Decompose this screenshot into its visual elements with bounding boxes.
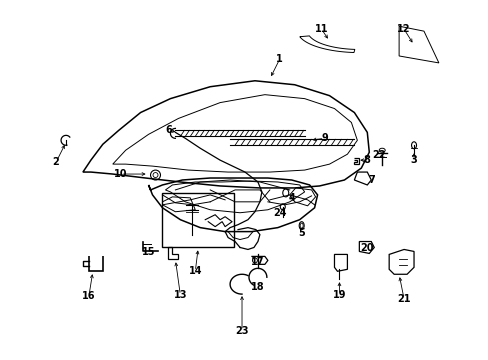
Text: 11: 11	[314, 24, 327, 34]
Text: 17: 17	[251, 257, 264, 267]
Text: 9: 9	[321, 133, 327, 143]
Text: 4: 4	[288, 193, 294, 203]
Text: 13: 13	[173, 290, 187, 300]
Text: 19: 19	[332, 290, 346, 300]
Text: 6: 6	[165, 125, 171, 135]
Text: 1: 1	[276, 54, 283, 64]
Text: 5: 5	[298, 228, 305, 238]
Text: 16: 16	[82, 291, 96, 301]
Text: 8: 8	[363, 155, 370, 165]
Bar	[162, 193, 234, 247]
Text: 18: 18	[251, 282, 264, 292]
Text: 10: 10	[114, 169, 127, 179]
Text: 22: 22	[372, 150, 385, 160]
Text: 24: 24	[272, 208, 286, 218]
Text: 7: 7	[367, 175, 374, 185]
Text: 20: 20	[360, 243, 373, 253]
Text: 14: 14	[188, 266, 202, 276]
Text: 12: 12	[397, 24, 410, 34]
Text: 15: 15	[142, 247, 155, 257]
Text: 2: 2	[53, 157, 60, 167]
Text: 3: 3	[410, 155, 417, 165]
Text: 21: 21	[397, 294, 410, 304]
Text: 23: 23	[235, 326, 248, 336]
